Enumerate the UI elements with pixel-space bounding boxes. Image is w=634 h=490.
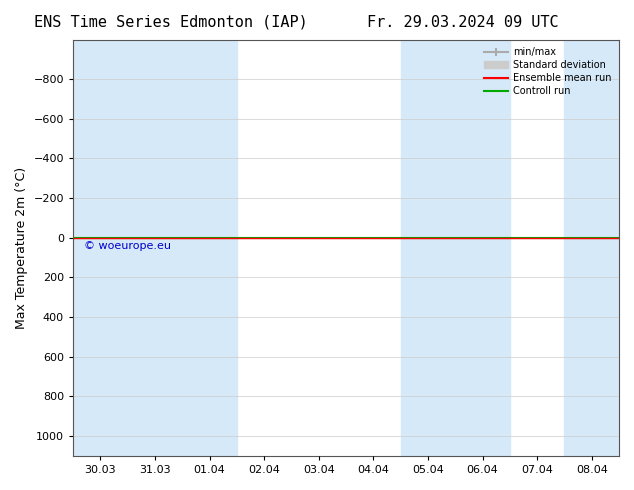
Bar: [73, 40, 127, 456]
Text: Fr. 29.03.2024 09 UTC: Fr. 29.03.2024 09 UTC: [367, 15, 559, 30]
Legend: min/max, Standard deviation, Ensemble mean run, Controll run: min/max, Standard deviation, Ensemble me…: [481, 45, 614, 99]
Bar: [455, 40, 510, 456]
Bar: [564, 40, 619, 456]
Bar: [127, 40, 182, 456]
Text: © woeurope.eu: © woeurope.eu: [84, 241, 171, 251]
Text: ENS Time Series Edmonton (IAP): ENS Time Series Edmonton (IAP): [34, 15, 308, 30]
Bar: [182, 40, 237, 456]
Bar: [401, 40, 455, 456]
Y-axis label: Max Temperature 2m (°C): Max Temperature 2m (°C): [15, 167, 28, 329]
